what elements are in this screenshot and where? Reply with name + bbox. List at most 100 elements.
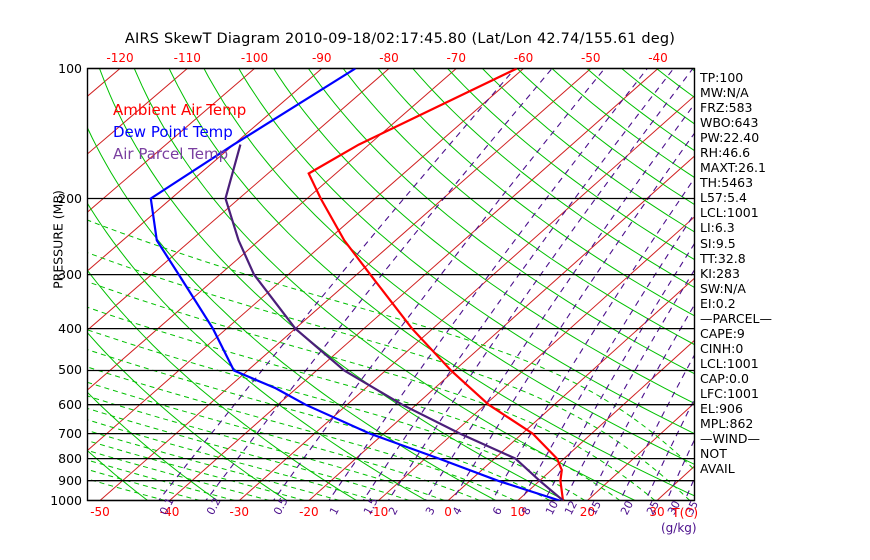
dry-adiabat-line (412, 68, 695, 289)
sounding-parameter: NOT (700, 446, 727, 462)
sounding-parameter: LCL:1001 (700, 205, 759, 221)
mixing-ratio-line (563, 268, 695, 501)
dry-adiabat-line (87, 391, 218, 501)
dew-point-temp-curve (149, 68, 560, 501)
pressure-tick: 200 (58, 190, 82, 206)
mixing-ratio-line (587, 303, 695, 501)
mixing-ratio-tick: 1.5 (361, 495, 381, 518)
top-temp-tick: -60 (513, 51, 534, 65)
sounding-parameter: MAXT:26.1 (700, 160, 766, 176)
mixing-ratio-line (619, 353, 695, 501)
top-temp-tick: -50 (580, 51, 601, 65)
dry-adiabat-line (516, 68, 695, 206)
sounding-parameter: LFC:1001 (700, 385, 759, 401)
sounding-parameter: TH:5463 (700, 175, 754, 191)
mixing-ratio-tick: 20 (618, 498, 637, 518)
dry-adiabat-line (551, 68, 695, 179)
dry-adiabat-line (87, 202, 427, 501)
sounding-parameter: LI:6.3 (700, 220, 735, 236)
mixing-ratio-tick: 10 (542, 498, 561, 518)
isotherm-line (169, 68, 659, 501)
mixing-ratio-tick: 0.5 (271, 495, 292, 518)
mixing-ratio-line (451, 132, 695, 501)
pressure-tick: 300 (58, 266, 82, 282)
mixing-ratio-line (272, 68, 606, 501)
bottom-temp-tick: -10 (368, 505, 389, 519)
sounding-parameters-list: TP:100 MW:N/A FRZ:583 WBO:643 PW:22.40 RH:46.… (700, 70, 820, 476)
dry-adiabat-line (482, 68, 695, 233)
pressure-tick: 700 (58, 425, 82, 441)
mixing-ratio-tick: 2 (386, 504, 402, 518)
temperature-axis-unit-label: T(C) (672, 505, 699, 520)
bottom-temp-tick: -50 (90, 505, 110, 519)
sounding-parameter: PW:22.40 (700, 130, 760, 146)
moist-adiabat-line (87, 306, 621, 501)
top-temp-tick: -70 (446, 51, 467, 65)
moist-adiabat-line (87, 395, 445, 501)
mixing-ratio-tick: 0.1 (156, 495, 177, 518)
mixing-ratio-tick: 3 (423, 504, 439, 518)
sounding-parameter: TP:100 (700, 70, 744, 85)
page-title: AIRS SkewT Diagram 2010-09-18/02:17:45.8… (124, 31, 676, 47)
mixing-ratio-line (158, 68, 516, 501)
dry-adiabat-line (87, 331, 288, 501)
dry-adiabat-line (586, 68, 695, 152)
pressure-tick: 600 (58, 396, 82, 412)
bottom-temp-tick: -30 (229, 505, 250, 519)
dry-adiabat-line (87, 126, 497, 501)
top-temp-tick: -40 (648, 51, 668, 65)
dry-adiabat-line (273, 68, 695, 405)
pressure-tick: 1000 (50, 492, 82, 508)
bottom-temp-tick: 0 (444, 505, 452, 519)
isotherm-line (378, 216, 695, 501)
sounding-parameter: KI:283 (700, 265, 740, 281)
mixing-ratio-line (362, 68, 675, 501)
sounding-parameter: —PARCEL— (700, 310, 772, 326)
isotherm-line (308, 155, 695, 501)
mixing-ratio-tick: 25 (643, 498, 662, 518)
moist-adiabat-line (87, 381, 480, 501)
grid-lines (87, 68, 695, 501)
legend-dew-point-temp: Dew Point Temp (113, 123, 233, 141)
bottom-temp-tick: 30 (649, 505, 665, 519)
bottom-temp-tick: -20 (299, 505, 319, 519)
dry-adiabat-line (203, 68, 695, 465)
sounding-parameter: EL:906 (700, 401, 743, 417)
top-temp-tick: -110 (173, 51, 201, 65)
top-temperature-axis: -120 -110 -100 -90 -80 -70 -60 -50 -40 (0, 0, 870, 70)
dry-adiabat-line (342, 68, 695, 346)
legend-ambient-air-temp: Ambient Air Temp (113, 101, 247, 119)
mixing-ratio-tick: 15 (586, 498, 605, 518)
dry-adiabat-line (133, 68, 636, 501)
pressure-tick: 400 (58, 320, 82, 336)
sounding-parameter: CAPE:9 (700, 325, 745, 341)
mixing-ratio-line (387, 68, 694, 501)
bottom-temp-tick: -40 (159, 505, 180, 519)
sounding-parameter: CAP:0.0 (700, 370, 749, 386)
mixing-ratio-tick: 4 (450, 504, 466, 518)
moist-adiabat-line (87, 349, 551, 501)
mixing-ratio-line (205, 68, 553, 501)
sounding-parameter: FRZ:583 (700, 100, 753, 116)
sounding-parameter: LCL:1001 (700, 355, 759, 371)
mixing-ratio-line (424, 103, 695, 501)
mixing-ratio-line (491, 177, 695, 501)
isotherm-line (87, 68, 457, 391)
sounding-parameter: SW:N/A (700, 280, 746, 296)
isotherm-line (87, 68, 188, 155)
top-temp-tick: -100 (240, 51, 269, 65)
pressure-tick: 800 (58, 450, 82, 466)
moist-adiabat-line (87, 366, 515, 501)
mixing-ratio-tick: 12 (561, 498, 581, 518)
dry-adiabat-line (238, 68, 695, 435)
sounding-parameter: MPL:862 (700, 416, 754, 432)
top-temp-tick: -120 (106, 51, 134, 65)
pressure-tick: 500 (58, 362, 82, 378)
plot-frame (86, 67, 696, 502)
ambient-air-temp-curve (307, 68, 565, 501)
sounding-parameter: CINH:0 (700, 340, 744, 356)
isotherm-line (99, 68, 592, 501)
dry-adiabat-line (99, 68, 566, 501)
